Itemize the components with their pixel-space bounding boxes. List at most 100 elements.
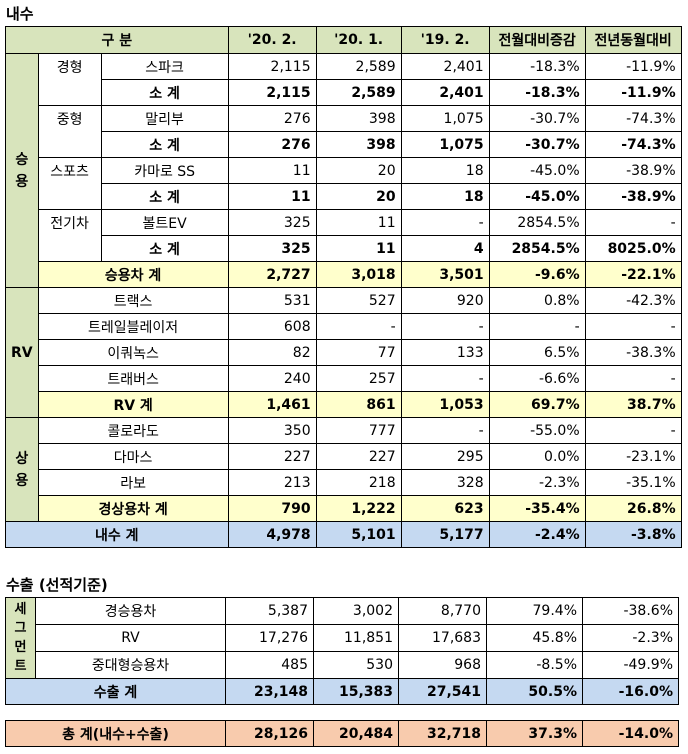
model-name: 라보 — [37, 469, 229, 496]
table-row: 승 용 경형 스파크 2,115 2,589 2,401 -18.3% -11.9% — [5, 53, 682, 288]
segment-spacer — [37, 131, 102, 158]
group-total-row: 승용차 계 2,727 3,018 3,501 -9.6% -22.1% — [6, 261, 682, 288]
value-cell: -45.0% — [488, 157, 586, 184]
segment-spacer — [37, 79, 102, 106]
model-name: RV — [35, 624, 226, 652]
value-cell: 2,401 — [400, 79, 490, 106]
value-cell: 26.8% — [584, 495, 682, 522]
value-cell: 257 — [315, 365, 402, 392]
group-total-label: 승용차 계 — [37, 261, 229, 288]
value-cell: 2854.5% — [488, 209, 586, 236]
export-title: 수출 (선적기준) — [6, 576, 108, 594]
model-name: 트래버스 — [37, 365, 229, 392]
value-cell: 20,484 — [313, 720, 399, 747]
value-cell: 4,978 — [227, 521, 317, 548]
value-cell: 8,770 — [398, 597, 487, 625]
value-cell: 18 — [400, 183, 490, 210]
subtotal-row: 소 계 11 20 18 -45.0% -38.9% — [6, 183, 682, 210]
subtotal-row: 소 계 325 11 4 2854.5% 8025.0% — [6, 235, 682, 262]
table-row: RV 17,276 11,851 17,683 45.8% -2.3% — [6, 624, 679, 652]
header-category: 구 분 — [5, 26, 229, 54]
value-cell: 1,461 — [227, 391, 317, 418]
subtotal-label: 소 계 — [100, 131, 229, 158]
value-cell: 0.8% — [488, 287, 586, 314]
value-cell: 213 — [227, 469, 317, 496]
value-cell: - — [584, 417, 682, 444]
subtotal-label: 소 계 — [100, 183, 229, 210]
value-cell: 3,002 — [313, 597, 399, 625]
value-cell: -2.3% — [488, 469, 586, 496]
value-cell: -11.9% — [584, 79, 682, 106]
value-cell: 37.3% — [486, 720, 583, 747]
value-cell: - — [584, 209, 682, 236]
value-cell: 920 — [400, 287, 490, 314]
value-cell: 69.7% — [488, 391, 586, 418]
value-cell: 527 — [315, 287, 402, 314]
value-cell: -35.4% — [488, 495, 586, 522]
value-cell: -16.0% — [582, 678, 679, 705]
model-name: 스파크 — [100, 53, 229, 80]
value-cell: -30.7% — [488, 105, 586, 132]
value-cell: 325 — [227, 235, 317, 262]
value-cell: 790 — [227, 495, 317, 522]
header-column: '19. 2. — [400, 26, 490, 54]
export-total-label: 수출 계 — [5, 678, 226, 705]
value-cell: 6.5% — [488, 339, 586, 366]
grand-total-table: 총 계(내수+수출) 28,126 20,484 32,718 37.3% -14.0% — [5, 720, 679, 747]
value-cell: 2,589 — [315, 79, 402, 106]
value-cell: 240 — [227, 365, 317, 392]
value-cell: 398 — [315, 105, 402, 132]
value-cell: 1,075 — [400, 131, 490, 158]
domestic-total-row: 내수 계 4,978 5,101 5,177 -2.4% -3.8% — [5, 521, 682, 548]
value-cell: -11.9% — [584, 53, 682, 80]
table-row: 전기차 볼트EV 325 11-2854.5% - — [6, 209, 682, 236]
value-cell: -38.3% — [584, 339, 682, 366]
model-name: 중대형승용차 — [35, 651, 226, 679]
value-cell: - — [315, 313, 402, 340]
value-cell: 861 — [315, 391, 402, 418]
value-cell: -30.7% — [488, 131, 586, 158]
value-cell: 3,501 — [400, 261, 490, 288]
value-cell: 20 — [315, 157, 402, 184]
value-cell: 23,148 — [225, 678, 314, 705]
value-cell: -2.3% — [582, 624, 679, 652]
value-cell: 79.4% — [486, 597, 583, 625]
value-cell: -6.6% — [488, 365, 586, 392]
value-cell: 77 — [315, 339, 402, 366]
value-cell: 17,683 — [398, 624, 487, 652]
value-cell: -55.0% — [488, 417, 586, 444]
table-row: 트레일블레이저 608- - - - — [6, 313, 682, 340]
value-cell: 276 — [227, 131, 317, 158]
value-cell: 325 — [227, 209, 317, 236]
value-cell: 4 — [400, 235, 490, 262]
table-row: 다마스 227 227 295 0.0% -23.1% — [6, 443, 682, 470]
domestic-sales-table: 구 분 '20. 2. '20. 1. '19. 2. 전월대비증감 전년동월대비 승 용 경형… — [5, 26, 682, 548]
value-cell: 2854.5% — [488, 235, 586, 262]
value-cell: -45.0% — [488, 183, 586, 210]
value-cell: 531 — [227, 287, 317, 314]
value-cell: 608 — [227, 313, 317, 340]
value-cell: 11 — [315, 235, 402, 262]
value-cell: 18 — [400, 157, 490, 184]
value-cell: - — [400, 365, 490, 392]
value-cell: 295 — [400, 443, 490, 470]
table-row: 세 그 먼 트 경승용차 5,387 3,002 8,770 79.4% -38.6% — [5, 597, 679, 679]
value-cell: -2.4% — [488, 521, 586, 548]
value-cell: 32,718 — [398, 720, 487, 747]
value-cell: 2,589 — [315, 53, 402, 80]
value-cell: - — [400, 209, 490, 236]
value-cell: 328 — [400, 469, 490, 496]
value-cell: 133 — [400, 339, 490, 366]
value-cell: - — [584, 313, 682, 340]
value-cell: 777 — [315, 417, 402, 444]
segment-label: 중형 — [37, 105, 102, 132]
value-cell: 2,727 — [227, 261, 317, 288]
value-cell: 485 — [225, 651, 314, 679]
value-cell: -74.3% — [584, 131, 682, 158]
segment-spacer — [37, 235, 102, 262]
value-cell: 38.7% — [584, 391, 682, 418]
value-cell: 28,126 — [225, 720, 314, 747]
